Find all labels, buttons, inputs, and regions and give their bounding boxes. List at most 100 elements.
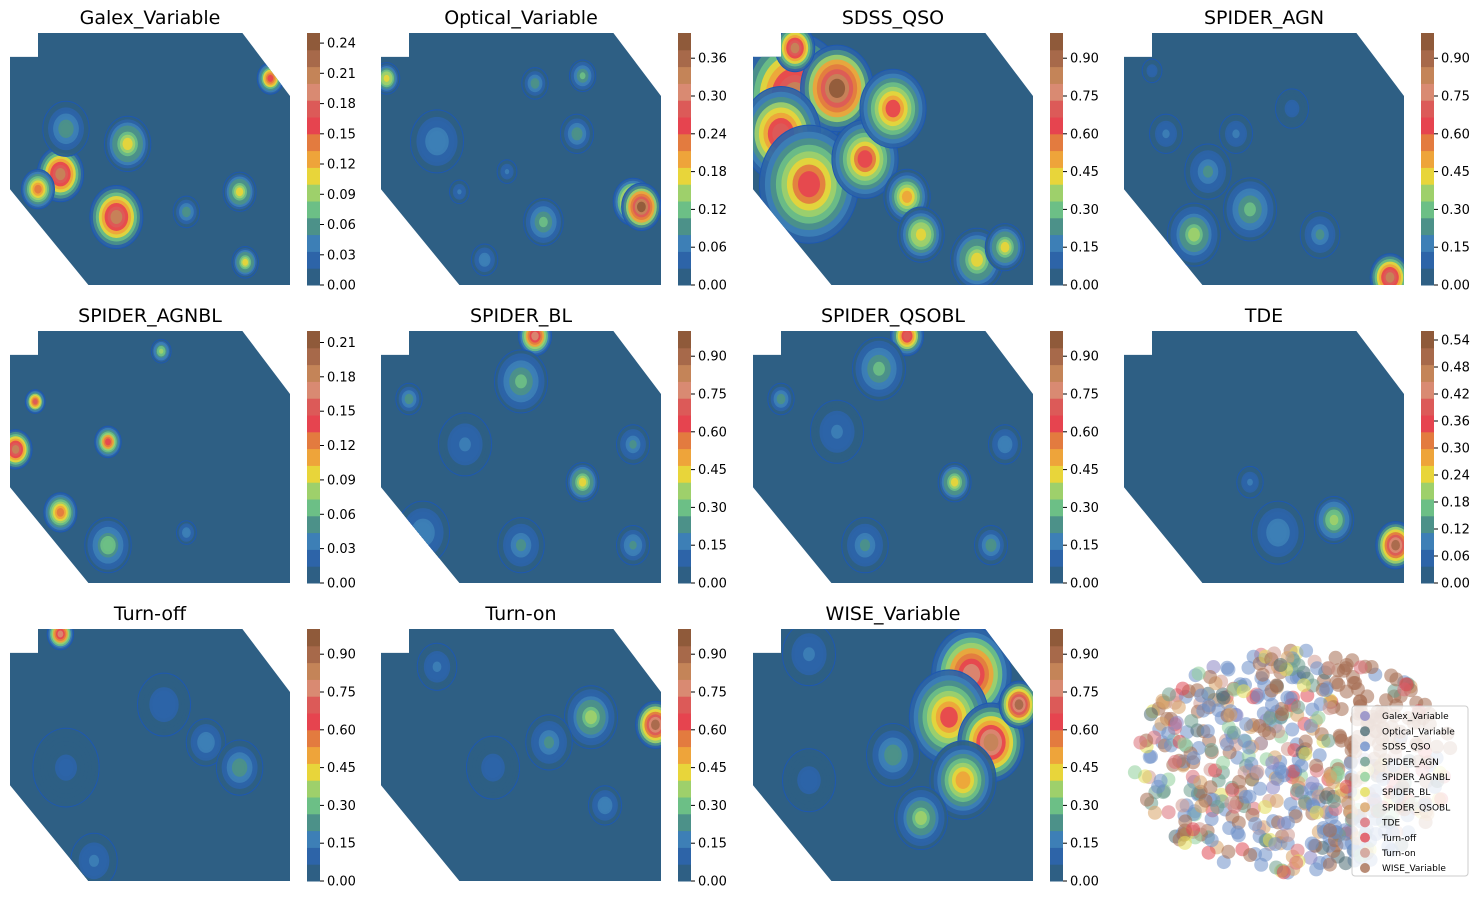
scatter-point bbox=[1200, 724, 1215, 739]
scatter-point bbox=[1309, 805, 1324, 820]
scatter-point bbox=[1253, 781, 1268, 796]
colorbar-band bbox=[1421, 364, 1434, 382]
colorbar-band bbox=[1050, 780, 1063, 798]
colorbar-tick-label: 0.09 bbox=[327, 473, 356, 488]
legend-entry-label: Turn-off bbox=[1381, 834, 1417, 844]
scatter-point bbox=[1183, 783, 1198, 798]
legend-entry-label: Galex_Variable bbox=[1382, 712, 1449, 722]
colorbar-tick-label: 0.12 bbox=[327, 158, 356, 173]
colorbar-band bbox=[1050, 813, 1063, 832]
colorbar-tick-label: 0.21 bbox=[327, 67, 356, 82]
scatter-panel: Galex_Variable Optical_Variable SDSS_QSO SP… bbox=[1127, 643, 1469, 880]
colorbar-band bbox=[1050, 364, 1063, 382]
scatter-point bbox=[1280, 690, 1295, 705]
scatter-point bbox=[1273, 658, 1288, 672]
legend-marker bbox=[1360, 787, 1370, 797]
colorbar-tick-label: 0.90 bbox=[1070, 52, 1099, 67]
colorbar-tick-label: 0.15 bbox=[1070, 837, 1099, 852]
colorbar-band bbox=[1050, 415, 1063, 433]
contour-level bbox=[1232, 129, 1240, 139]
scatter-point bbox=[1127, 765, 1142, 780]
contour-panel: SPIDER_AGN 0.00 0.15 0.30 0.45 0.60 0.75 0.90 bbox=[1124, 7, 1470, 294]
scatter-point bbox=[1399, 677, 1414, 692]
contour-level bbox=[60, 122, 72, 135]
colorbar-tick-label: 0.75 bbox=[1441, 90, 1470, 105]
contour-level bbox=[267, 74, 274, 82]
colorbar-band bbox=[307, 133, 320, 152]
colorbar-tick-label: 0.30 bbox=[1070, 203, 1099, 218]
colorbar-band bbox=[678, 398, 691, 416]
colorbar: 0.00 0.15 0.30 0.45 0.60 0.75 0.90 bbox=[307, 629, 356, 890]
colorbar-band bbox=[1421, 217, 1434, 236]
scatter-point bbox=[1331, 677, 1346, 692]
panel-title: SPIDER_BL bbox=[470, 305, 572, 327]
colorbar-band bbox=[678, 66, 691, 84]
colorbar-band bbox=[1050, 864, 1063, 882]
colorbar-tick-label: 0.30 bbox=[698, 799, 727, 814]
panel-title: SPIDER_AGN bbox=[1204, 7, 1324, 29]
scatter-point bbox=[1298, 747, 1313, 761]
colorbar-band bbox=[307, 729, 320, 748]
scatter-point bbox=[1290, 783, 1305, 798]
panel-title: Turn-on bbox=[484, 603, 556, 625]
colorbar-band bbox=[1421, 482, 1434, 500]
colorbar-band bbox=[1050, 746, 1063, 764]
contour-panel: Turn-off 0.00 0.15 0.30 0.45 0.60 0.75 0.90 bbox=[10, 603, 356, 890]
panel-title: Optical_Variable bbox=[444, 7, 598, 29]
scatter-point bbox=[1143, 707, 1158, 722]
colorbar-band bbox=[1421, 167, 1434, 185]
scatter-point bbox=[1285, 722, 1300, 737]
colorbar-band bbox=[307, 448, 320, 466]
colorbar-band bbox=[1050, 645, 1063, 664]
scatter-point bbox=[1294, 758, 1309, 773]
colorbar-band bbox=[1050, 431, 1063, 450]
contour-level bbox=[915, 811, 927, 825]
contour-level bbox=[383, 74, 390, 82]
colorbar-tick-label: 0.90 bbox=[1441, 52, 1470, 67]
scatter-point bbox=[1264, 683, 1279, 698]
legend-marker bbox=[1360, 817, 1370, 828]
colorbar-band bbox=[678, 100, 691, 118]
colorbar-band bbox=[678, 549, 691, 567]
colorbar-band bbox=[678, 482, 691, 500]
contour-level bbox=[585, 710, 597, 725]
legend-marker bbox=[1360, 832, 1370, 843]
colorbar-tick-label: 0.45 bbox=[698, 761, 727, 776]
colorbar-band bbox=[307, 662, 320, 680]
colorbar-band bbox=[678, 201, 691, 219]
colorbar-band bbox=[307, 864, 320, 882]
colorbar-band bbox=[307, 381, 320, 399]
contour-level bbox=[33, 399, 38, 405]
scatter-point bbox=[1220, 737, 1234, 752]
scatter-point bbox=[1223, 707, 1238, 722]
colorbar-band bbox=[678, 696, 691, 714]
colorbar: 0.00 0.15 0.30 0.45 0.60 0.75 0.90 bbox=[678, 629, 727, 890]
colorbar-tick-label: 0.36 bbox=[1441, 415, 1470, 430]
colorbar-band bbox=[307, 100, 320, 118]
colorbar-tick-label: 0.00 bbox=[698, 279, 727, 294]
contour-level bbox=[504, 169, 510, 175]
colorbar-band bbox=[678, 763, 691, 781]
contour-level bbox=[543, 736, 555, 749]
contour-level bbox=[1288, 104, 1296, 113]
colorbar-tick-label: 0.15 bbox=[1070, 241, 1099, 256]
colorbar-tick-label: 0.06 bbox=[1441, 550, 1470, 565]
contour-level bbox=[1385, 272, 1395, 283]
scatter-point bbox=[1140, 792, 1154, 807]
colorbar-band bbox=[1421, 234, 1434, 252]
colorbar-band bbox=[1050, 482, 1063, 500]
contour-level bbox=[831, 424, 843, 439]
contour-level bbox=[629, 540, 637, 550]
contour-level bbox=[873, 361, 885, 376]
colorbar-band bbox=[307, 713, 320, 731]
contour-panel: TDE0.000.060.120.180.240.300.360.420.480… bbox=[1124, 305, 1470, 592]
legend-marker bbox=[1360, 847, 1370, 858]
scatter-point bbox=[1327, 794, 1342, 809]
colorbar-tick-label: 0.15 bbox=[1441, 241, 1470, 256]
legend-entry-label: Optical_Variable bbox=[1382, 727, 1455, 737]
colorbar-tick-label: 0.30 bbox=[1070, 501, 1099, 516]
colorbar-tick-label: 0.06 bbox=[327, 508, 356, 523]
contour-panel: SPIDER_QSOBL 0.00 0.15 0.30 0.45 0.60 0.75 0.90 bbox=[753, 305, 1099, 592]
scatter-point bbox=[1221, 662, 1236, 677]
colorbar: 0.00 0.06 0.12 0.18 0.24 0.30 0.36 0.42 0.48 0.54 bbox=[1421, 331, 1470, 592]
